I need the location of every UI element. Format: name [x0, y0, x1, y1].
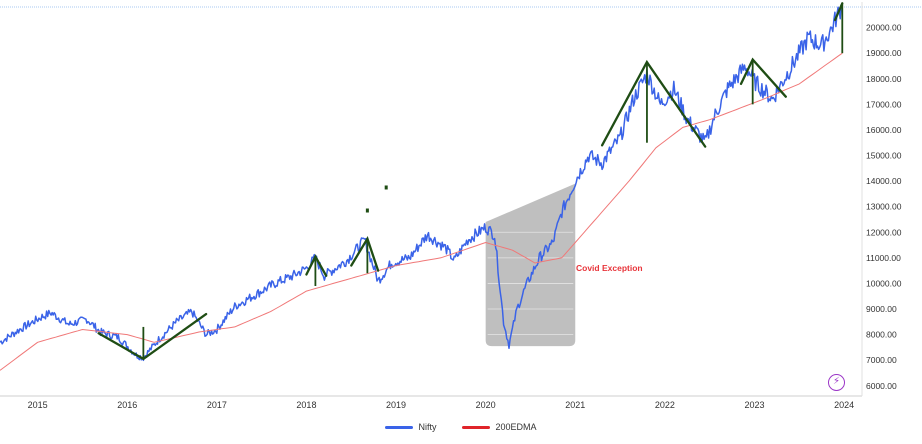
y-tick-label: 9000.00 [866, 304, 897, 314]
axis-layer [0, 2, 863, 397]
y-tick-label: 8000.00 [866, 330, 897, 340]
marker-dot [365, 208, 369, 213]
series-layer [0, 3, 843, 371]
y-tick-label: 10000.00 [866, 278, 902, 288]
covid-shaded-region [485, 183, 576, 347]
x-tick-label: 2017 [207, 400, 227, 410]
x-tick-label: 2016 [117, 400, 137, 410]
200edma-series-line [0, 52, 843, 371]
y-tick-label: 19000.00 [866, 48, 902, 58]
y-tick-label: 16000.00 [866, 125, 902, 135]
marker-dot [384, 185, 388, 190]
y-tick-label: 6000.00 [866, 381, 897, 391]
y-tick-label: 12000.00 [866, 227, 902, 237]
chart-legend: Nifty 200EDMA [0, 418, 922, 436]
x-tick-label: 2018 [296, 400, 316, 410]
x-tick-label: 2020 [476, 400, 496, 410]
trendline [350, 235, 380, 272]
legend-item-nifty[interactable]: Nifty [385, 422, 436, 432]
x-tick-label: 2024 [834, 400, 854, 410]
x-tick-labels: 2015 2016 2017 2018 2019 2020 2021 2022 2023 2024 [28, 400, 854, 410]
x-tick-label: 2022 [655, 400, 675, 410]
x-tick-label: 2019 [386, 400, 406, 410]
y-tick-label: 15000.00 [866, 151, 902, 161]
shaded-region-layer [485, 183, 576, 347]
lightning-bolt-icon[interactable]: ⚡︎ [828, 374, 845, 391]
trendline [833, 2, 844, 22]
y-tick-label: 11000.00 [866, 253, 901, 263]
trendline [600, 59, 707, 148]
y-tick-label: 17000.00 [866, 99, 902, 109]
x-tick-label: 2015 [28, 400, 48, 410]
legend-item-200edma[interactable]: 200EDMA [462, 422, 537, 432]
legend-label-nifty: Nifty [418, 422, 437, 432]
y-tick-labels: 6000.00 7000.00 8000.00 9000.00 10000.00 1100… [866, 23, 902, 391]
trendline [97, 312, 208, 361]
x-tick-label: 2023 [744, 400, 764, 410]
legend-swatch-nifty [385, 425, 414, 429]
trendline-layer [97, 2, 844, 361]
y-tick-label: 13000.00 [866, 202, 902, 212]
y-tick-label: 18000.00 [866, 74, 902, 84]
legend-swatch-200edma [462, 425, 491, 429]
y-tick-label: 7000.00 [866, 355, 897, 365]
y-tick-label: 14000.00 [866, 176, 902, 186]
y-tick-label: 20000.00 [866, 23, 902, 33]
covid-exception-annotation: Covid Exception [576, 263, 643, 273]
x-tick-label: 2021 [565, 400, 585, 410]
legend-label-200edma: 200EDMA [495, 422, 537, 432]
nifty-series-line [0, 3, 843, 362]
